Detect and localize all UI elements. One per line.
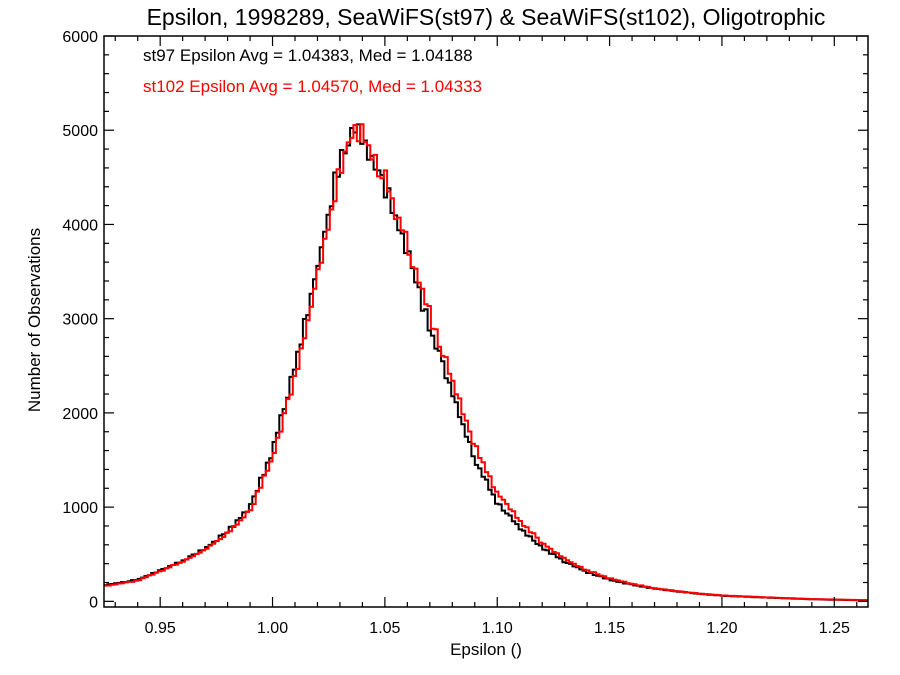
y-tick-label: 5000 [62, 123, 98, 140]
x-tick-label: 1.05 [369, 620, 400, 637]
x-axis-label: Epsilon () [450, 640, 522, 659]
x-tick-label: 1.15 [594, 620, 625, 637]
x-tick-label: 0.95 [145, 620, 176, 637]
y-tick-label: 2000 [62, 406, 98, 423]
x-tick-label: 1.00 [257, 620, 288, 637]
y-axis-label: Number of Observations [25, 228, 44, 412]
y-tick-label: 3000 [62, 312, 98, 329]
series-line-1 [104, 123, 868, 602]
legend-st97: st97 Epsilon Avg = 1.04383, Med = 1.0418… [143, 46, 473, 65]
y-tick-label: 0 [89, 594, 98, 611]
x-tick-label: 1.25 [819, 620, 850, 637]
y-tick-label: 6000 [62, 29, 98, 46]
plot-frame [103, 35, 869, 608]
y-tick-label: 4000 [62, 217, 98, 234]
series-layer [104, 123, 868, 602]
x-tick-label: 1.20 [706, 620, 737, 637]
legend-st102: st102 Epsilon Avg = 1.04570, Med = 1.043… [143, 77, 482, 96]
x-tick-label: 1.10 [482, 620, 513, 637]
series-line-0 [104, 123, 868, 602]
ticks-layer: 0.95 1.00 1.05 1.10 1.15 1.20 1.25 0 1000 2000 300… [62, 29, 868, 637]
y-tick-label: 1000 [62, 500, 98, 517]
chart-title: Epsilon, 1998289, SeaWiFS(st97) & SeaWiF… [147, 4, 826, 30]
